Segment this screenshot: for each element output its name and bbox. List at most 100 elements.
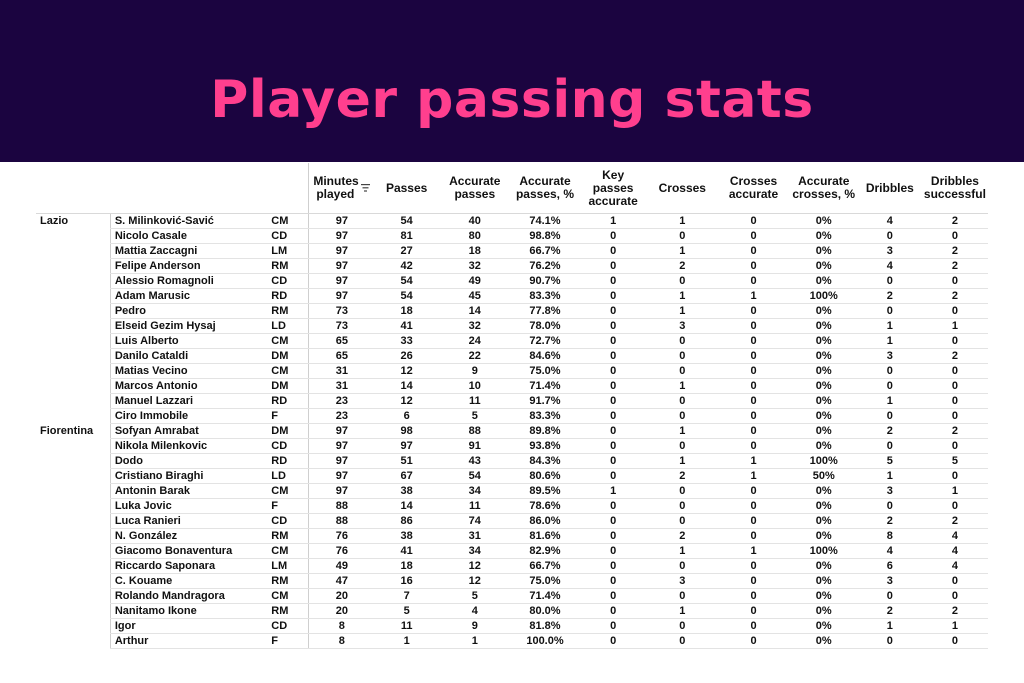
stat-acc: 12 xyxy=(438,573,511,589)
stat-acc: 32 xyxy=(438,318,511,334)
stat-crop: 0% xyxy=(789,273,858,289)
stat-acc: 74 xyxy=(438,513,511,529)
stat-cro: 1 xyxy=(647,603,718,619)
stat-crop: 0% xyxy=(789,633,858,649)
stat-crop: 0% xyxy=(789,393,858,409)
stat-key: 0 xyxy=(579,408,648,424)
stat-croa: 0 xyxy=(717,333,790,349)
stat-pas: 14 xyxy=(374,378,439,394)
team-name xyxy=(36,514,110,529)
stat-cro: 0 xyxy=(647,483,718,499)
team-name xyxy=(36,349,110,364)
table-row: N. González RM 76 38 31 81.6% 0 2 0 0% 8 4 xyxy=(36,528,988,544)
header-accurate-passes[interactable]: Accurate passes xyxy=(438,163,511,214)
player-name: Riccardo Saponara xyxy=(109,558,268,574)
team-name xyxy=(36,319,110,334)
header-passes[interactable]: Passes xyxy=(374,163,439,214)
table-row: C. Kouame RM 47 16 12 75.0% 0 3 0 0% 3 0 xyxy=(36,573,988,589)
header-minutes-played[interactable]: Minutes played xyxy=(308,163,375,214)
player-position: RD xyxy=(267,453,309,469)
team-name xyxy=(36,274,110,289)
stat-cro: 3 xyxy=(647,318,718,334)
stat-dris: 2 xyxy=(921,213,988,229)
stat-pas: 6 xyxy=(374,408,439,424)
stat-accp: 82.9% xyxy=(510,543,580,559)
table-row: Fiorentina Sofyan Amrabat DM 97 98 88 89.8% 0 1 0… xyxy=(36,423,988,439)
table-row: Luis Alberto CM 65 33 24 72.7% 0 0 0 0% 1 0 xyxy=(36,333,988,349)
stat-cro: 1 xyxy=(647,243,718,259)
sort-descending-icon[interactable] xyxy=(361,184,371,192)
stat-acc: 5 xyxy=(438,408,511,424)
table-row: Luca Ranieri CD 88 86 74 86.0% 0 0 0 0% 2 2 xyxy=(36,513,988,529)
stat-dris: 0 xyxy=(921,633,988,649)
stat-pas: 97 xyxy=(374,438,439,454)
stat-dri: 3 xyxy=(857,573,922,589)
stat-acc: 88 xyxy=(438,423,511,439)
stat-accp: 75.0% xyxy=(510,573,580,589)
stat-accp: 86.0% xyxy=(510,513,580,529)
stat-key: 0 xyxy=(579,258,648,274)
stat-key: 0 xyxy=(579,228,648,244)
stat-pas: 51 xyxy=(374,453,439,469)
stat-pas: 7 xyxy=(374,588,439,604)
stat-croa: 0 xyxy=(717,378,790,394)
header-dribbles-successful[interactable]: Dribbles successful xyxy=(921,163,988,214)
stat-croa: 0 xyxy=(717,438,790,454)
stat-crop: 100% xyxy=(789,288,858,304)
stat-min: 97 xyxy=(308,438,375,454)
stat-min: 97 xyxy=(308,453,375,469)
team-name xyxy=(36,559,110,574)
player-position: CM xyxy=(267,213,309,229)
stat-key: 0 xyxy=(579,423,648,439)
team-name xyxy=(36,484,110,499)
header-crosses[interactable]: Crosses xyxy=(647,163,718,214)
header-team xyxy=(36,163,111,214)
stat-crop: 0% xyxy=(789,333,858,349)
stat-key: 0 xyxy=(579,288,648,304)
stat-crop: 0% xyxy=(789,363,858,379)
stat-cro: 1 xyxy=(647,423,718,439)
stat-croa: 0 xyxy=(717,393,790,409)
stat-acc: 18 xyxy=(438,243,511,259)
stat-pas: 14 xyxy=(374,498,439,514)
stat-cro: 0 xyxy=(647,333,718,349)
stat-crop: 0% xyxy=(789,243,858,259)
stat-croa: 0 xyxy=(717,573,790,589)
stat-min: 31 xyxy=(308,363,375,379)
header-accurate-crosses-pct[interactable]: Accurate crosses, % xyxy=(789,163,858,214)
stat-min: 97 xyxy=(308,273,375,289)
stat-min: 65 xyxy=(308,333,375,349)
table-row: Manuel Lazzari RD 23 12 11 91.7% 0 0 0 0% 1 0 xyxy=(36,393,988,409)
table-row: Arthur F 8 1 1 100.0% 0 0 0 0% 0 0 xyxy=(36,633,988,649)
stat-cro: 1 xyxy=(647,543,718,559)
header-dribbles[interactable]: Dribbles xyxy=(857,163,922,214)
team-name xyxy=(36,604,110,619)
stat-key: 0 xyxy=(579,393,648,409)
header-player xyxy=(110,163,268,214)
stat-key: 0 xyxy=(579,318,648,334)
stat-min: 23 xyxy=(308,408,375,424)
stat-cro: 0 xyxy=(647,558,718,574)
passing-stats-table: Minutes played Passes Accurate passes Ac… xyxy=(36,163,988,649)
header-key-passes-accurate[interactable]: Key passes accurate xyxy=(579,163,648,214)
player-name: Marcos Antonio xyxy=(109,378,268,394)
stat-dris: 0 xyxy=(921,228,988,244)
stat-dri: 8 xyxy=(857,528,922,544)
stat-key: 0 xyxy=(579,498,648,514)
table-row: Antonin Barak CM 97 38 34 89.5% 1 0 0 0% 3 1 xyxy=(36,483,988,499)
stat-cro: 0 xyxy=(647,348,718,364)
stat-croa: 0 xyxy=(717,603,790,619)
stat-key: 0 xyxy=(579,573,648,589)
stat-croa: 0 xyxy=(717,363,790,379)
stat-croa: 0 xyxy=(717,303,790,319)
player-position: CD xyxy=(267,438,309,454)
stat-croa: 1 xyxy=(717,288,790,304)
header-accurate-passes-pct[interactable]: Accurate passes, % xyxy=(510,163,580,214)
stat-accp: 89.8% xyxy=(510,423,580,439)
stat-dri: 4 xyxy=(857,213,922,229)
team-name: Lazio xyxy=(40,215,69,228)
header-crosses-accurate[interactable]: Crosses accurate xyxy=(717,163,790,214)
player-name: Luis Alberto xyxy=(109,333,268,349)
stat-acc: 40 xyxy=(438,213,511,229)
stat-min: 97 xyxy=(308,423,375,439)
